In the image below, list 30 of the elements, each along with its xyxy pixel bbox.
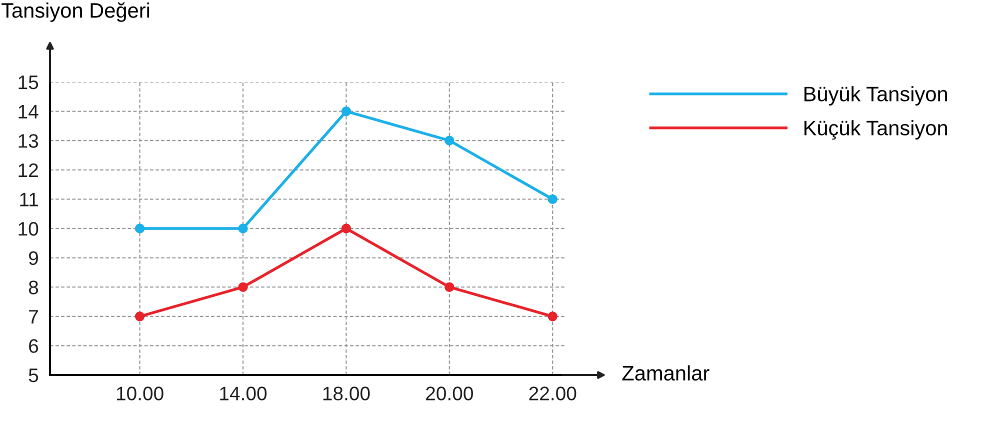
y-tick-label: 14 <box>18 104 38 118</box>
y-tick-label: 10 <box>18 222 38 236</box>
y-tick-label: 7 <box>29 310 38 324</box>
text: Küçük Tansiyon <box>804 120 947 140</box>
y-tick-label: 13 <box>18 134 38 148</box>
y-tick-label: 8 <box>28 280 38 294</box>
x-tick-label: 14.00 <box>220 386 267 400</box>
y-tick-label: 11 <box>20 192 38 206</box>
x-tick-label: 10.00 <box>116 386 164 400</box>
point <box>238 224 248 234</box>
point <box>341 106 352 116</box>
point <box>548 194 558 204</box>
point <box>444 282 454 292</box>
y-tick-label: 5 <box>28 368 38 382</box>
point <box>238 282 248 292</box>
text: Büyük Tansiyon <box>804 86 947 106</box>
point <box>341 224 352 234</box>
point <box>134 224 145 234</box>
x-tick-label: 22.00 <box>529 386 576 400</box>
y-tick-label: 9 <box>28 251 38 266</box>
point <box>134 312 145 322</box>
x-axis-title: Zamanlar <box>622 365 710 381</box>
x-tick-label: 20.00 <box>426 386 473 400</box>
point <box>548 312 558 322</box>
y-tick-label: 12 <box>18 163 38 177</box>
y-tick-label: 6 <box>29 339 38 353</box>
y-axis-title: Tansiyon Değeri <box>2 2 150 22</box>
x-tick-label: 18.00 <box>323 386 370 400</box>
y-tick-label: 15 <box>18 76 38 90</box>
point <box>444 136 454 146</box>
